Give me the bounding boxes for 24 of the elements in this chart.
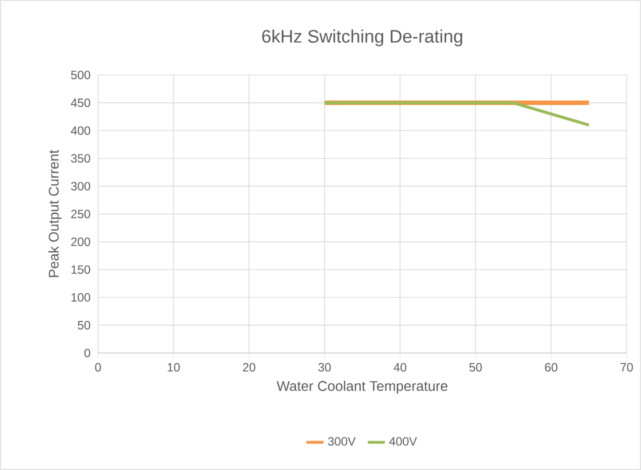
x-axis-title: Water Coolant Temperature — [276, 380, 448, 394]
y-tick-label: 50 — [78, 320, 90, 330]
x-tick-label: 10 — [168, 363, 180, 372]
y-tick-label: 200 — [71, 238, 90, 246]
x-tick-label: 40 — [394, 363, 406, 372]
y-tick-label: 150 — [72, 265, 90, 274]
x-tick-label: 70 — [620, 363, 633, 372]
y-tick-label: 450 — [70, 98, 90, 108]
x-tick-label: 30 — [318, 363, 331, 372]
chart-title: 6kHz Switching De-rating — [262, 30, 462, 46]
y-tick-label: 500 — [71, 70, 90, 80]
y-axis-title: Peak Output Current — [48, 150, 62, 278]
legend-label: 300V — [328, 437, 356, 446]
y-tick-label: 350 — [71, 154, 90, 163]
x-tick-label: 50 — [469, 363, 482, 372]
y-tick-label: 100 — [72, 293, 90, 302]
x-tick-label: 60 — [545, 363, 558, 372]
x-tick-label: 20 — [242, 363, 256, 372]
y-tick-label: 0 — [84, 348, 90, 358]
x-tick-label: 0 — [95, 363, 101, 372]
y-tick-label: 300 — [71, 182, 90, 190]
y-tick-label: 250 — [71, 210, 90, 218]
legend-label: 400V — [389, 437, 417, 446]
y-tick-label: 400 — [70, 126, 90, 135]
